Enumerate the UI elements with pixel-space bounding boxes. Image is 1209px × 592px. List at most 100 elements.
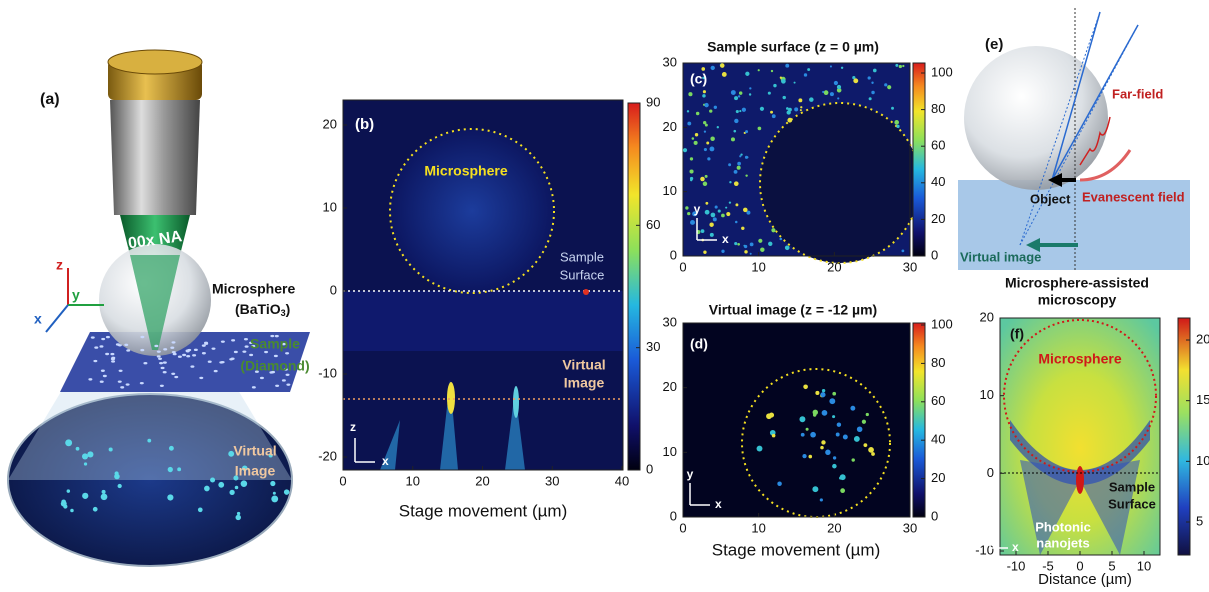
speckle — [157, 355, 161, 357]
axis-label: z — [987, 514, 993, 528]
speckle — [67, 489, 70, 492]
speckle — [787, 118, 792, 123]
speckle — [820, 498, 823, 501]
speckle — [199, 377, 203, 379]
annotation: Microsphere — [1038, 351, 1121, 367]
axis-label: y — [694, 202, 701, 216]
speckle — [824, 90, 829, 95]
speckle — [110, 353, 114, 355]
speckle — [704, 148, 707, 151]
speckle — [109, 447, 113, 451]
speckle — [768, 92, 771, 95]
material: (BaTiO — [235, 301, 281, 317]
speckle — [853, 78, 858, 83]
speckle — [118, 380, 122, 382]
speckle — [743, 208, 748, 213]
colorbar-tick-label: 0 — [646, 461, 653, 476]
speckle — [750, 242, 754, 246]
speckle — [810, 432, 816, 438]
speckle — [725, 207, 727, 209]
speckle — [711, 213, 716, 218]
speckle — [851, 458, 854, 461]
speckle — [221, 361, 225, 363]
y-tick-label: 30 — [663, 54, 677, 69]
speckle — [163, 348, 167, 350]
speckle — [126, 383, 130, 385]
colorbar-tick-label: 15 — [1196, 392, 1209, 407]
speckle — [737, 243, 740, 246]
x-tick-label: 0 — [339, 473, 346, 488]
speckle — [65, 439, 72, 446]
y-tick-label: -20 — [318, 448, 337, 463]
speckle — [161, 367, 165, 369]
speckle — [186, 355, 190, 357]
speckle — [214, 370, 218, 372]
speckle — [705, 175, 708, 178]
x-tick-label: 40 — [615, 473, 629, 488]
speckle — [700, 177, 705, 182]
annotation: Evanescent field — [1082, 189, 1185, 204]
panel-title: Sample surface (z = 0 µm) — [707, 39, 879, 55]
speckle — [111, 360, 115, 362]
speckle — [709, 109, 712, 112]
speckle — [718, 210, 721, 213]
speckle — [91, 336, 95, 338]
speckle — [211, 347, 215, 349]
speckle — [722, 72, 727, 77]
speckle — [741, 227, 744, 230]
speckle — [837, 97, 839, 99]
speckle — [82, 453, 88, 459]
speckle — [163, 361, 167, 363]
speckle — [84, 462, 87, 465]
speckle — [899, 65, 902, 68]
annotation: nanojets — [1036, 535, 1089, 550]
colorbar-tick-label: 0 — [931, 508, 938, 523]
speckle — [242, 350, 246, 352]
speckle — [101, 338, 105, 340]
speckle — [843, 435, 848, 440]
speckle — [186, 350, 190, 352]
speckle — [118, 484, 122, 488]
y-tick-label: 30 — [663, 314, 677, 329]
speckle — [140, 349, 144, 351]
annotation: Sample — [560, 249, 604, 264]
speckle — [734, 181, 739, 186]
speckle — [198, 507, 203, 512]
speckle — [140, 382, 144, 384]
speckle — [873, 69, 877, 73]
x-tick-label: 30 — [545, 473, 559, 488]
y-tick-label: 20 — [663, 379, 677, 394]
speckle — [794, 82, 796, 84]
x-tick-label: 10 — [751, 259, 765, 274]
speckle — [825, 450, 830, 455]
speckle — [798, 98, 802, 102]
speckle — [158, 358, 162, 360]
speckle — [830, 92, 834, 96]
speckle — [786, 107, 789, 110]
speckle — [705, 202, 708, 205]
speckle — [229, 490, 234, 495]
speckle — [163, 371, 167, 373]
annotation: Object — [1030, 191, 1071, 206]
speckle — [101, 370, 105, 372]
speckle — [271, 495, 278, 502]
speckle — [770, 111, 773, 114]
x-tick-label: 10 — [751, 520, 765, 535]
speckle — [235, 486, 239, 490]
colorbar-tick-label: 0 — [931, 247, 938, 262]
annotation: Microsphere — [212, 281, 295, 297]
speckle — [744, 250, 747, 253]
speckle — [744, 245, 747, 248]
speckle — [705, 124, 708, 127]
speckle — [202, 344, 206, 346]
speckle — [728, 163, 731, 166]
x-axis-title: Distance (µm) — [1038, 571, 1132, 588]
speckle — [706, 142, 709, 145]
speckle — [159, 362, 163, 364]
speckle — [704, 103, 708, 107]
speckle — [773, 84, 776, 87]
speckle — [695, 133, 698, 136]
y-tick-label: 0 — [670, 508, 677, 523]
speckle — [702, 94, 705, 97]
annotation: Virtual — [562, 357, 605, 373]
